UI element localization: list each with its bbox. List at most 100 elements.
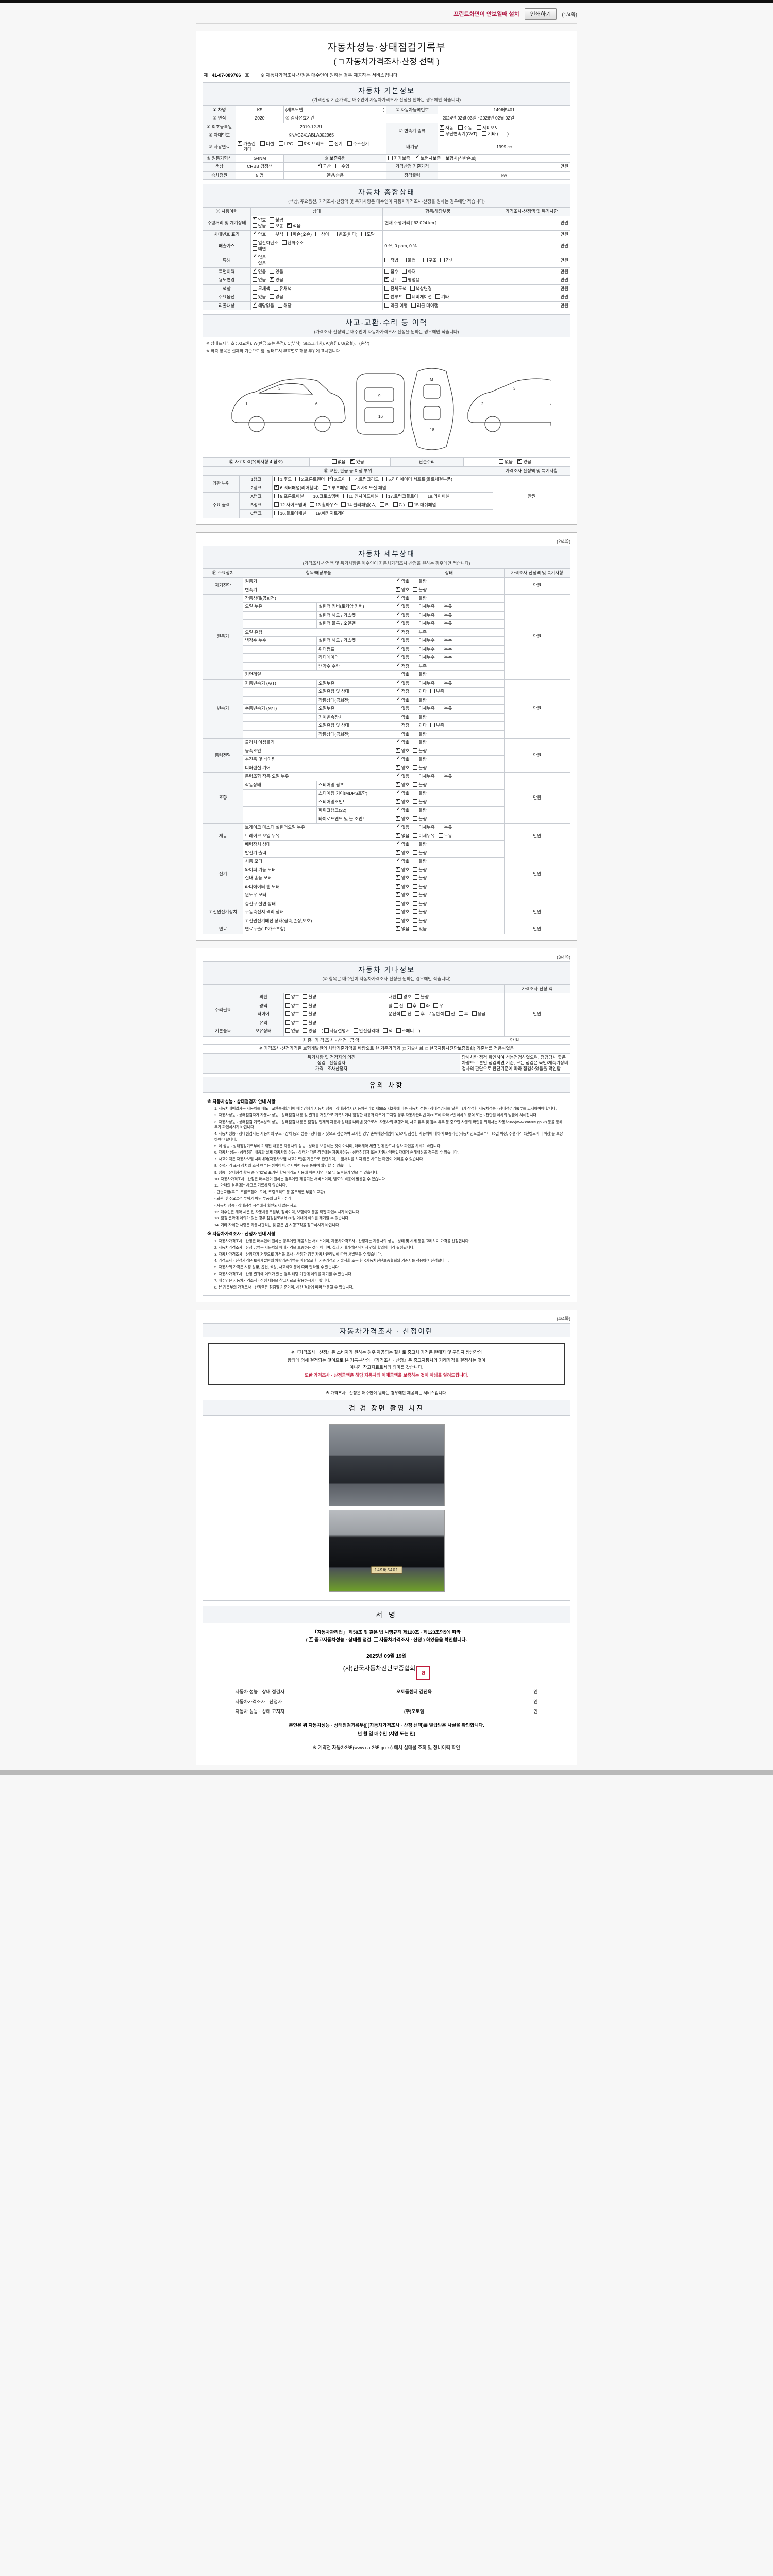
checkbox-icon[interactable] xyxy=(382,477,388,482)
detail-state[interactable]: 양호 불량 xyxy=(393,738,505,748)
checkbox-icon[interactable] xyxy=(395,925,400,931)
detail-opt-0[interactable]: 없음 xyxy=(395,772,409,779)
detail-state[interactable]: 양호 불량 xyxy=(393,696,505,705)
checkbox-icon[interactable] xyxy=(395,781,400,787)
row-state[interactable]: 없음 있음 xyxy=(250,267,383,277)
fuel-opt-etc[interactable]: 기타 xyxy=(238,147,251,152)
checkbox-icon[interactable] xyxy=(307,494,312,499)
state-opt-1[interactable]: 있음 xyxy=(270,268,283,275)
state-opt-0[interactable]: 없음 xyxy=(252,277,266,283)
checkbox-icon[interactable] xyxy=(341,502,346,507)
accident-yes[interactable]: 있음 xyxy=(350,457,364,465)
checkbox-icon[interactable] xyxy=(413,629,418,634)
detail-state[interactable]: 적정 부족 xyxy=(393,662,505,671)
checkbox-icon[interactable] xyxy=(252,294,257,299)
checkbox-icon[interactable] xyxy=(413,748,418,753)
warranty-opt-insurer[interactable]: 보험사보증 xyxy=(415,154,441,161)
detail-opt-0[interactable]: 양호 xyxy=(395,747,409,754)
detail-opt-0[interactable]: 양호 xyxy=(395,883,409,890)
detail-opt-0[interactable]: 없음 xyxy=(395,832,409,839)
checkbox-icon[interactable] xyxy=(395,883,400,889)
checkbox-icon[interactable] xyxy=(295,477,300,482)
detail-opt-1[interactable]: 미세누유 xyxy=(413,612,435,618)
simple-repair-opts[interactable]: 없음 있음 xyxy=(463,457,570,467)
checkbox-icon[interactable] xyxy=(396,1028,401,1033)
checkbox-icon[interactable] xyxy=(413,918,418,923)
state-opt-0[interactable]: 양호 xyxy=(252,230,266,238)
checkbox-icon[interactable] xyxy=(413,596,418,600)
checkbox-icon[interactable] xyxy=(440,124,445,130)
checkbox-icon[interactable] xyxy=(298,141,303,146)
other-opt3-0[interactable]: 전 xyxy=(445,1011,455,1017)
other-inner-opt-1[interactable]: 안전삼각대 xyxy=(353,1028,379,1034)
other-opt3-1[interactable]: 후 xyxy=(458,1011,468,1017)
photo-rear[interactable]: 149허5401 xyxy=(328,1510,445,1592)
checkbox-icon[interactable] xyxy=(332,231,338,236)
detail-opt-0[interactable]: 양호 xyxy=(395,789,409,796)
checkbox-icon[interactable] xyxy=(317,162,322,169)
other-opt-1[interactable]: 불량 xyxy=(303,1003,316,1009)
checkbox-icon[interactable] xyxy=(445,1011,450,1016)
checkbox-icon[interactable] xyxy=(413,731,418,736)
checkbox-icon[interactable] xyxy=(382,1028,388,1033)
checkbox-icon[interactable] xyxy=(413,841,418,846)
other-opt-0[interactable]: 양호 xyxy=(285,1003,299,1009)
checkbox-icon[interactable] xyxy=(413,723,418,728)
detail-opt-1[interactable]: 부족 xyxy=(413,663,427,669)
other-options[interactable]: 양호 불량 xyxy=(283,993,387,1002)
checkbox-icon[interactable] xyxy=(413,799,418,804)
checkbox-icon[interactable] xyxy=(252,301,257,308)
checkbox-icon[interactable] xyxy=(395,901,400,906)
other-options[interactable]: 없음 있음 ( 사용설명서 안전삼각대 잭 스패너 ) xyxy=(283,1027,505,1036)
detail-opt-1[interactable]: 부족 xyxy=(413,629,427,635)
checkbox-icon[interactable] xyxy=(406,294,411,299)
checkbox-icon[interactable] xyxy=(395,577,400,584)
detail-state[interactable]: 양호 불량 xyxy=(393,891,505,900)
checkbox-icon[interactable] xyxy=(415,1011,420,1016)
checkbox-icon[interactable] xyxy=(274,477,279,482)
other-opt2-1[interactable]: 후 xyxy=(407,1003,416,1009)
detail-opt-1[interactable]: 불량 xyxy=(413,748,427,754)
checkbox-icon[interactable] xyxy=(315,231,320,236)
item-opt-0[interactable]: 침수 xyxy=(384,268,398,275)
checkbox-icon[interactable] xyxy=(433,1003,439,1008)
checkbox-icon[interactable] xyxy=(374,1637,379,1642)
checkbox-icon[interactable] xyxy=(395,764,400,770)
checkbox-icon[interactable] xyxy=(388,155,393,160)
other-options-right[interactable] xyxy=(386,1018,505,1028)
detail-state[interactable]: 양호 불량 xyxy=(393,849,505,858)
checkbox-icon[interactable] xyxy=(395,772,400,778)
state-opt2-0[interactable]: 매연 xyxy=(252,246,266,252)
detail-opt-1[interactable]: 불량 xyxy=(413,765,427,771)
detail-opt-1[interactable]: 불량 xyxy=(413,697,427,703)
checkbox-icon[interactable] xyxy=(395,662,400,668)
state-opt-0[interactable]: 일산화탄소 xyxy=(252,240,278,246)
checkbox-icon[interactable] xyxy=(270,276,275,282)
checkbox-icon[interactable] xyxy=(361,231,366,236)
checkbox-icon[interactable] xyxy=(343,494,348,499)
item-opt-0[interactable]: 리콜 이행 xyxy=(384,302,408,309)
simple-none[interactable]: 없음 xyxy=(499,459,513,465)
checkbox-icon[interactable] xyxy=(413,790,418,795)
checkbox-icon[interactable] xyxy=(252,277,257,282)
detail-opt-1[interactable]: 미세누수 xyxy=(413,646,435,652)
detail-opt-2[interactable]: 누유 xyxy=(438,833,452,839)
detail-state[interactable]: 양호 불량 xyxy=(393,882,505,892)
checkbox-icon[interactable] xyxy=(274,511,279,516)
checkbox-icon[interactable] xyxy=(413,663,418,668)
detail-opt-1[interactable]: 불량 xyxy=(413,901,427,907)
detail-opt-1[interactable]: 불량 xyxy=(413,892,427,898)
item-opt-2[interactable]: 기타 xyxy=(435,294,449,300)
detail-state[interactable]: 양호 불량 xyxy=(393,840,505,850)
state-opt-1[interactable]: 유채색 xyxy=(274,285,292,292)
other-opt2-1[interactable]: 불량 xyxy=(415,994,429,1000)
checkbox-icon[interactable] xyxy=(395,611,400,617)
detail-opt-0[interactable]: 없음 xyxy=(395,645,409,652)
checkbox-icon[interactable] xyxy=(238,140,243,146)
